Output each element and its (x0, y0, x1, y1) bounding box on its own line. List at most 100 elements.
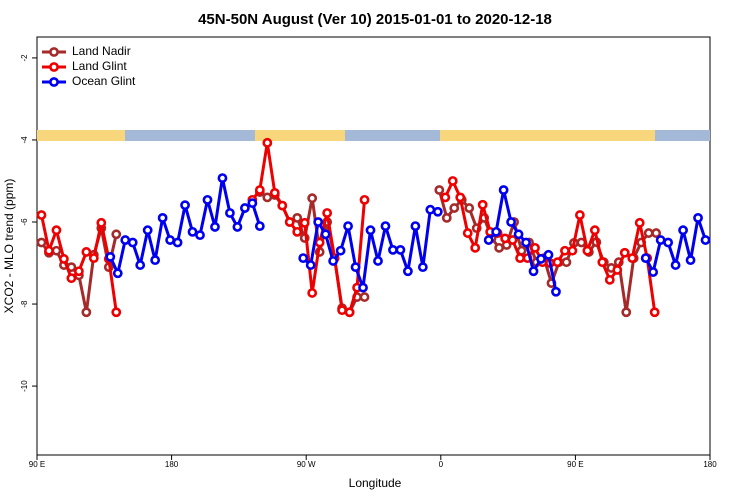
legend-label: Land Glint (72, 59, 127, 73)
data-point (462, 228, 473, 238)
data-point (73, 266, 84, 277)
data-point (335, 245, 346, 256)
legend-marker (49, 77, 59, 87)
data-point (621, 307, 632, 318)
data-point (395, 244, 406, 255)
data-point (685, 255, 696, 266)
data-point (498, 185, 509, 195)
y-tick-label: -2 (20, 54, 29, 62)
data-point (530, 242, 540, 253)
data-point (634, 217, 645, 228)
data-point (51, 245, 62, 256)
data-point (247, 198, 258, 209)
data-point (513, 229, 524, 240)
land-strip (255, 130, 345, 141)
legend-label: Ocean Glint (72, 74, 136, 88)
data-point (477, 199, 488, 210)
data-point (180, 200, 190, 211)
legend-marker (49, 47, 59, 57)
data-point (582, 245, 593, 256)
data-point (589, 225, 600, 236)
chart-title: 45N-50N August (Ver 10) 2015-01-01 to 20… (198, 11, 552, 28)
data-point (491, 226, 502, 237)
data-point (217, 173, 228, 184)
data-point (150, 255, 161, 266)
data-point (269, 187, 280, 198)
x-axis-label: Longitude (349, 476, 402, 490)
data-point (344, 307, 355, 318)
data-point (111, 229, 122, 240)
data-point (254, 221, 265, 232)
data-point (663, 237, 674, 248)
data-point (410, 221, 421, 232)
data-point (640, 253, 651, 264)
data-point (96, 217, 107, 228)
data-point (494, 242, 505, 253)
data-point (455, 192, 466, 203)
y-tick-label: -10 (20, 380, 29, 392)
data-point (210, 222, 220, 232)
data-point (528, 266, 539, 277)
data-point (359, 194, 370, 205)
data-point (567, 245, 578, 256)
data-point (440, 192, 451, 203)
data-point (142, 225, 153, 236)
data-point (402, 266, 413, 277)
data-point (343, 221, 353, 232)
y-tick-label: -6 (20, 218, 29, 226)
data-point (678, 225, 688, 236)
data-point (127, 237, 138, 248)
data-point (232, 222, 243, 232)
data-point (225, 208, 235, 218)
data-point (305, 260, 316, 270)
data-point (262, 192, 273, 203)
data-point (417, 262, 428, 273)
data-point (651, 228, 662, 238)
data-point (299, 217, 310, 228)
y-axis-label: XCO2 - MLO trend (ppm) (2, 179, 16, 314)
data-point (612, 265, 623, 275)
data-point (521, 237, 531, 248)
data-point (483, 235, 494, 245)
legend-label: Land Nadir (72, 44, 131, 58)
data-point (619, 247, 630, 258)
data-point (670, 260, 681, 270)
data-point (307, 193, 318, 204)
data-point (298, 253, 309, 264)
data-point (292, 213, 303, 223)
x-tick-label: 90 E (29, 460, 45, 469)
data-point (313, 217, 324, 227)
data-point (500, 233, 511, 244)
data-point (561, 257, 572, 268)
data-point (277, 200, 288, 211)
data-point (552, 257, 563, 268)
data-point (388, 244, 398, 255)
data-point (432, 206, 443, 217)
data-point (254, 185, 265, 195)
data-point (307, 288, 318, 298)
data-point (648, 267, 659, 277)
data-point (284, 217, 295, 227)
data-point (693, 213, 703, 223)
x-tick-label: 90 W (297, 460, 316, 469)
data-point (262, 137, 273, 148)
data-point (165, 235, 176, 245)
data-point (81, 307, 92, 318)
x-tick-label: 180 (165, 460, 179, 469)
data-point (373, 256, 383, 266)
data-point (507, 235, 518, 245)
data-point (447, 176, 458, 186)
y-tick-label: -8 (20, 300, 29, 308)
data-point (551, 286, 561, 297)
legend-marker (49, 62, 59, 72)
data-point (470, 242, 481, 253)
data-point (365, 225, 376, 236)
data-point (187, 226, 198, 237)
data-point (36, 210, 47, 220)
data-point (464, 203, 475, 213)
data-point (120, 235, 131, 245)
data-point (202, 194, 213, 205)
data-point (66, 273, 77, 284)
